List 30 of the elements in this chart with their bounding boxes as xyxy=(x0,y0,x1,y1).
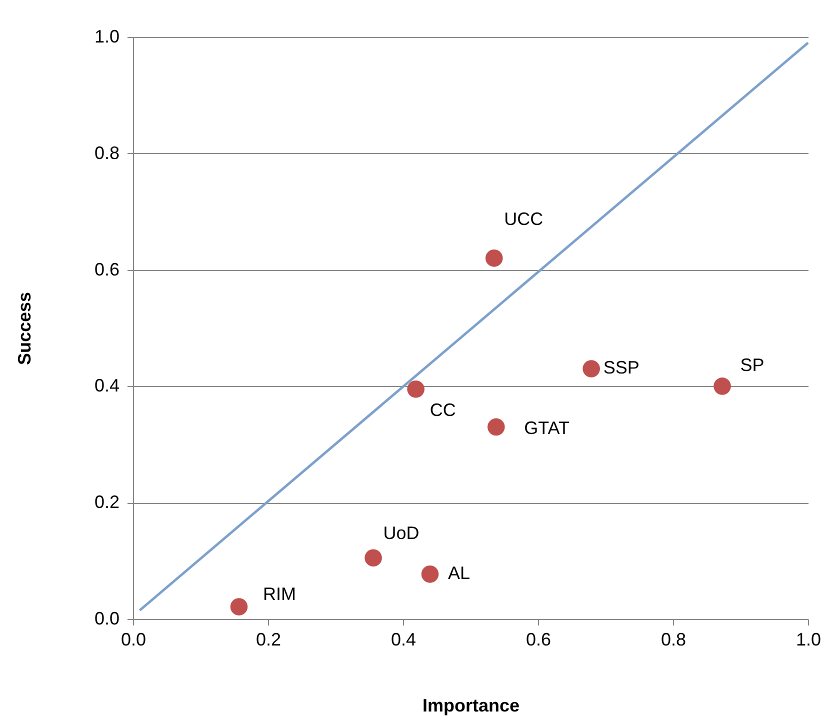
point xyxy=(230,598,248,616)
point xyxy=(485,250,503,267)
x-tick-label: 0.4 xyxy=(390,630,416,650)
x-tick-label: 0.6 xyxy=(526,630,552,650)
point xyxy=(421,566,439,583)
y-tick-label: 0.0 xyxy=(94,608,120,628)
x-tick-label: 0.2 xyxy=(256,630,282,650)
point xyxy=(407,380,424,398)
x-tick-label: 0.8 xyxy=(660,630,686,650)
x-tick-label: 1.0 xyxy=(796,630,822,650)
point xyxy=(487,418,505,436)
y-tick-label: 1.0 xyxy=(94,26,120,46)
x-tick-label: 0.0 xyxy=(120,630,146,650)
point xyxy=(714,378,731,395)
y-tick-label: 0.8 xyxy=(94,142,120,163)
annotation: RIM xyxy=(262,584,296,604)
annotation: AL xyxy=(448,563,470,584)
annotation: UoD xyxy=(383,522,420,543)
y-tick-label: 0.4 xyxy=(94,376,120,396)
annotation: UCC xyxy=(504,209,544,230)
x-axis-title: Importance xyxy=(422,696,520,716)
annotation: SSP xyxy=(603,358,640,378)
y-tick-label: 0.2 xyxy=(94,492,120,512)
y-tick-label: 0.6 xyxy=(94,259,120,280)
point xyxy=(582,360,600,378)
point xyxy=(364,549,382,567)
annotation: SP xyxy=(740,355,764,376)
annotation: CC xyxy=(430,400,456,420)
annotation: GTAT xyxy=(524,418,570,438)
y-axis-title: Success xyxy=(14,292,34,366)
